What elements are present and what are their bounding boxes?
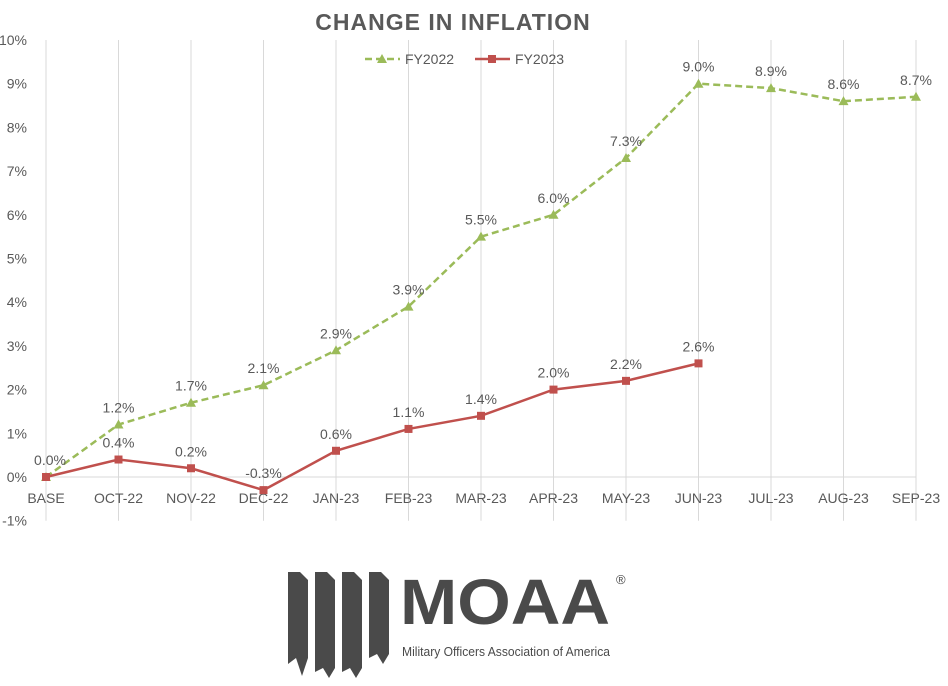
y-tick-label: 7%: [7, 163, 27, 179]
data-point-FY2023: [694, 359, 703, 368]
data-point-FY2023: [187, 464, 195, 473]
logo-wordmark: MOAA: [400, 566, 610, 638]
data-point-FY2022: [548, 209, 559, 219]
data-point-FY2022: [766, 83, 776, 93]
y-tick-label: 1%: [7, 425, 27, 441]
data-point-FY2022: [113, 419, 124, 429]
y-tick-label: 8%: [7, 119, 27, 135]
data-label-FY2022: 2.9%: [320, 325, 352, 341]
legend: FY2022 FY2023: [365, 51, 564, 67]
data-label-FY2022: 5.5%: [465, 212, 497, 228]
chart-title: CHANGE IN INFLATION: [315, 9, 590, 35]
data-point-FY2023: [549, 385, 558, 394]
data-label-FY2023: 1.1%: [393, 404, 425, 420]
y-tick-label: 10%: [0, 32, 27, 48]
y-tick-label: 6%: [7, 207, 27, 223]
y-tick-label: 0%: [7, 469, 27, 485]
legend-marker-triangle-icon: [377, 54, 387, 63]
series-line-FY2023: [45, 362, 699, 492]
data-label-FY2022: 8.6%: [828, 76, 860, 92]
data-point-FY2022: [476, 231, 486, 241]
x-tick-label: DEC-22: [239, 490, 289, 506]
legend-label: FY2023: [515, 51, 564, 67]
data-label-FY2023: 0.4%: [103, 435, 135, 451]
data-label-FY2022: 0.0%: [34, 452, 66, 468]
x-tick-label: NOV-22: [166, 490, 216, 506]
data-label-FY2022: 9.0%: [683, 59, 715, 75]
x-tick-label: APR-23: [529, 490, 578, 506]
data-point-FY2022: [621, 152, 631, 162]
logo-tagline: Military Officers Association of America: [402, 644, 611, 659]
data-label-FY2023: 2.0%: [538, 365, 570, 381]
y-tick-label: 5%: [7, 251, 27, 267]
data-point-FY2022: [186, 397, 196, 407]
x-tick-label: OCT-22: [94, 490, 143, 506]
x-tick-label: JUL-23: [748, 490, 793, 506]
y-tick-label: 2%: [7, 382, 27, 398]
data-point-FY2022: [693, 78, 704, 88]
logo-registered: ®: [616, 572, 626, 587]
legend-marker-square-icon: [488, 55, 496, 63]
data-point-FY2022: [258, 380, 269, 390]
logo-banners-icon: [288, 572, 389, 678]
x-tick-label: BASE: [27, 490, 64, 506]
x-tick-label: MAY-23: [602, 490, 650, 506]
data-label-FY2022: 8.7%: [900, 72, 932, 88]
data-label-FY2023: -0.3%: [245, 465, 282, 481]
data-label-FY2022: 8.9%: [755, 63, 787, 79]
data-point-FY2023: [404, 424, 413, 433]
data-label-FY2022: 1.7%: [175, 378, 207, 394]
legend-label: FY2022: [405, 51, 454, 67]
y-tick-label: 9%: [7, 76, 27, 92]
data-label-FY2023: 0.2%: [175, 443, 207, 459]
y-tick-label: -1%: [2, 513, 27, 529]
data-point-FY2022: [838, 96, 849, 106]
data-label-FY2023: 1.4%: [465, 391, 497, 407]
data-point-FY2023: [42, 473, 50, 481]
data-point-FY2022: [403, 301, 414, 311]
data-label-FY2023: 0.6%: [320, 426, 352, 442]
data-point-FY2023: [477, 411, 485, 420]
x-tick-label: MAR-23: [455, 490, 507, 506]
data-point-FY2023: [622, 376, 630, 385]
data-point-FY2023: [114, 455, 123, 464]
y-tick-label: 3%: [7, 338, 27, 354]
x-tick-label: FEB-23: [385, 490, 433, 506]
data-point-FY2022: [911, 91, 921, 101]
data-label-FY2022: 6.0%: [538, 190, 570, 206]
data-label-FY2022: 1.2%: [103, 400, 135, 416]
x-tick-label: JUN-23: [675, 490, 723, 506]
data-label-FY2023: 2.6%: [683, 338, 715, 354]
data-point-FY2023: [332, 446, 340, 455]
data-label-FY2023: 2.2%: [610, 356, 642, 372]
data-label-FY2022: 7.3%: [610, 133, 642, 149]
y-tick-label: 4%: [7, 294, 27, 310]
moaa-logo: MOAA ® Military Officers Association of …: [288, 566, 626, 678]
x-tick-label: SEP-23: [892, 490, 940, 506]
data-label-FY2022: 2.1%: [248, 360, 280, 376]
x-tick-label: AUG-23: [818, 490, 869, 506]
data-point-FY2023: [259, 486, 268, 495]
data-point-FY2022: [331, 345, 341, 355]
x-tick-label: JAN-23: [313, 490, 360, 506]
data-label-FY2022: 3.9%: [393, 282, 425, 298]
